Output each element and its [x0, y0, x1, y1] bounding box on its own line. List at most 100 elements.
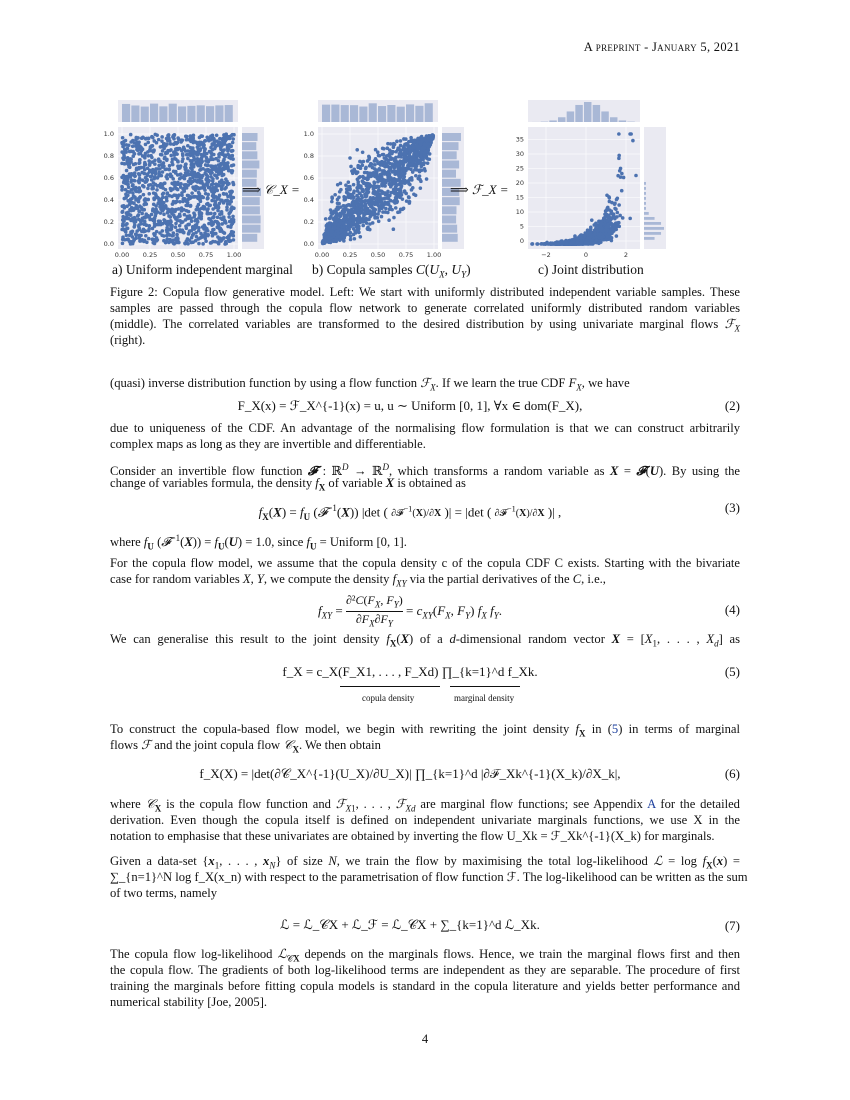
scatter-point	[130, 229, 135, 234]
scatter-point	[145, 177, 149, 181]
scatter-point	[380, 159, 384, 164]
scatter-point	[212, 231, 217, 236]
scatter-point	[186, 241, 190, 246]
top-histogram-bar	[196, 105, 205, 122]
scatter-point	[419, 179, 423, 184]
scatter-point	[202, 207, 206, 211]
scatter-point	[595, 229, 600, 233]
scatter-point	[615, 221, 620, 225]
scatter-point	[158, 152, 163, 157]
scatter-point	[222, 133, 226, 137]
scatter-point	[167, 148, 172, 153]
appendix-link[interactable]: A	[647, 797, 656, 811]
scatter-point	[598, 232, 602, 236]
y-tick-label: 5	[520, 223, 524, 231]
scatter-point	[377, 168, 382, 172]
scatter-point	[365, 206, 370, 211]
scatter-point	[188, 145, 193, 150]
scatter-point	[197, 241, 201, 246]
equation-number: (7)	[724, 918, 740, 933]
equation-ref-link[interactable]: 5	[611, 722, 619, 736]
scatter-point	[158, 211, 163, 215]
scatter-point	[335, 197, 340, 202]
scatter-point	[400, 207, 405, 212]
scatter-point	[132, 171, 137, 175]
scatter-point	[153, 171, 158, 176]
scatter-point	[228, 199, 232, 204]
scatter-point	[211, 239, 215, 244]
scatter-point	[139, 165, 143, 170]
scatter-point	[184, 199, 189, 204]
y-tick-label: 0.8	[104, 152, 114, 160]
scatter-point	[345, 190, 349, 195]
paragraph: To construct the copula-based flow model…	[110, 722, 741, 739]
scatter-point	[165, 207, 170, 212]
side-histogram-bar	[242, 215, 261, 224]
scatter-point	[214, 156, 218, 161]
scatter-point	[366, 190, 371, 194]
side-histogram-bar	[242, 133, 258, 141]
top-histogram-bar	[584, 102, 592, 122]
scatter-point	[611, 213, 616, 218]
scatter-point	[329, 230, 334, 235]
scatter-point	[210, 142, 215, 146]
underbrace-label: marginal density	[454, 693, 515, 703]
scatter-point	[374, 196, 378, 201]
scatter-point	[350, 169, 354, 173]
scatter-point	[202, 148, 207, 153]
scatter-point	[609, 238, 614, 243]
scatter-point	[120, 184, 124, 189]
scatter-point	[382, 181, 386, 186]
scatter-point	[199, 216, 204, 221]
scatter-point	[169, 153, 173, 158]
scatter-point	[381, 205, 385, 209]
scatter-point	[125, 226, 130, 231]
top-histogram-bar	[406, 104, 415, 122]
scatter-point	[170, 162, 175, 167]
scatter-point	[180, 191, 184, 195]
scatter-point	[530, 242, 535, 246]
scatter-point	[207, 186, 212, 190]
scatter-point	[229, 156, 233, 161]
scatter-point	[618, 175, 623, 179]
scatter-point	[224, 185, 228, 190]
scatter-point	[404, 142, 409, 146]
side-histogram-bar	[442, 233, 458, 242]
scatter-point	[213, 202, 218, 206]
scatter-point	[198, 173, 202, 178]
scatter-point	[188, 159, 193, 163]
scatter-point	[385, 146, 390, 151]
scatter-point	[124, 143, 129, 147]
scatter-point	[375, 190, 380, 194]
scatter-point	[607, 195, 611, 199]
scatter-point	[184, 226, 189, 231]
scatter-point	[165, 233, 169, 238]
top-histogram-bar	[215, 105, 224, 122]
side-histogram-bar	[644, 192, 646, 195]
equation-number: (5)	[724, 664, 740, 679]
scatter-point	[396, 146, 401, 150]
top-histogram-bar	[224, 105, 233, 122]
scatter-point	[171, 241, 176, 246]
scatter-point	[366, 173, 371, 178]
scatter-point	[579, 240, 584, 244]
scatter-point	[184, 208, 189, 213]
scatter-point	[219, 184, 224, 189]
scatter-point	[375, 150, 380, 155]
scatter-point	[614, 227, 619, 232]
scatter-point	[215, 215, 220, 220]
scatter-point	[557, 242, 561, 246]
scatter-point	[218, 145, 223, 149]
scatter-point	[615, 215, 619, 219]
scatter-point	[337, 201, 341, 206]
scatter-point	[582, 233, 587, 238]
scatter-point	[404, 199, 409, 203]
scatter-point	[226, 236, 231, 241]
scatter-point	[122, 162, 127, 166]
scatter-point	[190, 191, 194, 195]
scatter-point	[165, 237, 170, 241]
scatter-point	[341, 204, 346, 208]
scatter-point	[129, 218, 133, 223]
scatter-point	[409, 176, 414, 180]
